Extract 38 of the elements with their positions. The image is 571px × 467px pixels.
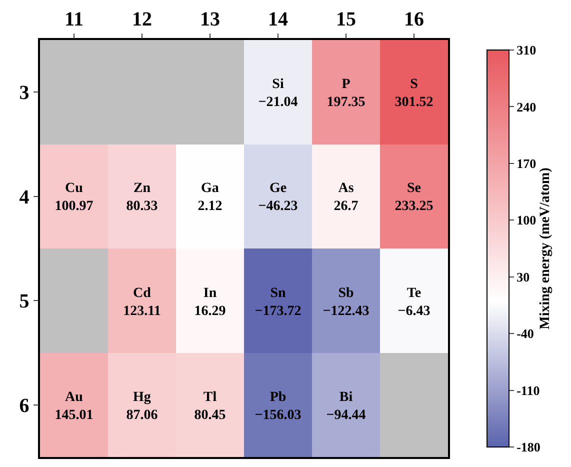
data-label: S 301.52 xyxy=(394,76,434,110)
x-tick-label: 16 xyxy=(404,8,424,30)
data-label: Ge −46.23 xyxy=(258,180,298,214)
x-tick-label: 14 xyxy=(268,8,288,30)
data-label: In 16.29 xyxy=(194,286,226,319)
data-label: Cu 100.97 xyxy=(54,180,94,214)
color-bar-label: 310 xyxy=(516,42,536,58)
x-tick-label: 12 xyxy=(132,8,152,30)
data-label: As 26.7 xyxy=(334,180,358,214)
data-label: Hg 87.06 xyxy=(126,390,158,423)
x-tick-label: 15 xyxy=(336,8,356,30)
y-tick-label: 5 xyxy=(19,290,30,313)
y-tick-label: 3 xyxy=(19,82,30,104)
y-tick-label: 6 xyxy=(19,394,30,417)
color-bar-label: 100 xyxy=(516,212,536,228)
color-bar-title: Mixing energy (meV/atom) xyxy=(538,167,554,330)
data-label: Ga 2.12 xyxy=(198,180,222,214)
data-label: Tl 80.45 xyxy=(194,390,226,423)
data-label: Zn 80.33 xyxy=(126,180,158,214)
data-label: Au 145.01 xyxy=(54,390,94,423)
y-tick-label: 4 xyxy=(19,186,30,208)
color-bar-label: -40 xyxy=(516,326,534,342)
data-label: Pb −156.03 xyxy=(254,390,302,423)
color-bar-label: 170 xyxy=(516,156,536,171)
data-label: Se 233.25 xyxy=(394,180,434,214)
data-label: Sn −173.72 xyxy=(254,286,302,319)
x-tick-label: 13 xyxy=(200,8,220,30)
data-label: P 197.35 xyxy=(326,76,366,110)
data-label: Bi −94.44 xyxy=(326,390,366,423)
data-label: Cd 123.11 xyxy=(123,286,161,319)
data-label: Sb −122.43 xyxy=(322,286,370,319)
color-bar-label: -110 xyxy=(516,382,540,398)
data-label: Te −6.43 xyxy=(398,286,430,319)
color-bar-label: 30 xyxy=(516,269,530,284)
data-label: Si −21.04 xyxy=(258,76,298,110)
color-bar-label: -180 xyxy=(516,440,540,455)
x-tick-label: 11 xyxy=(64,8,84,30)
color-bar-label: 240 xyxy=(516,99,536,114)
